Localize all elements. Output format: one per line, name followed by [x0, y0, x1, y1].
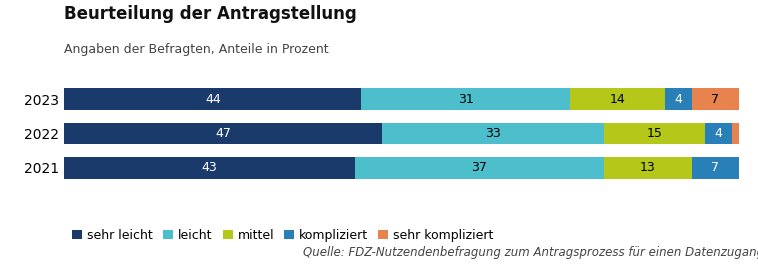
Text: 37: 37	[471, 162, 487, 174]
Text: 7: 7	[712, 162, 719, 174]
Text: 14: 14	[609, 93, 625, 105]
Text: 44: 44	[205, 93, 221, 105]
Text: 4: 4	[715, 127, 722, 140]
Bar	[570, 88, 665, 110]
Bar	[692, 157, 739, 179]
Text: 33: 33	[485, 127, 501, 140]
Bar	[692, 88, 739, 110]
Bar	[355, 157, 604, 179]
Text: 31: 31	[458, 93, 474, 105]
Bar	[64, 157, 355, 179]
Text: 15: 15	[647, 127, 662, 140]
Text: 4: 4	[675, 93, 682, 105]
Bar	[665, 88, 692, 110]
Text: 47: 47	[215, 127, 231, 140]
Text: Quelle: FDZ-Nutzendenbefragung zum Antragsprozess für einen Datenzugang.: Quelle: FDZ-Nutzendenbefragung zum Antra…	[303, 246, 758, 259]
Bar	[381, 123, 604, 144]
Bar	[362, 88, 570, 110]
Bar	[732, 123, 739, 144]
Bar	[604, 123, 705, 144]
Text: 13: 13	[640, 162, 656, 174]
Legend: sehr leicht, leicht, mittel, kompliziert, sehr kompliziert: sehr leicht, leicht, mittel, kompliziert…	[67, 224, 499, 247]
Bar	[64, 123, 381, 144]
Bar	[64, 88, 362, 110]
Text: Beurteilung der Antragstellung: Beurteilung der Antragstellung	[64, 5, 357, 23]
Text: 43: 43	[202, 162, 218, 174]
Bar	[604, 157, 692, 179]
Text: Angaben der Befragten, Anteile in Prozent: Angaben der Befragten, Anteile in Prozen…	[64, 43, 329, 56]
Text: 7: 7	[712, 93, 719, 105]
Bar	[705, 123, 732, 144]
